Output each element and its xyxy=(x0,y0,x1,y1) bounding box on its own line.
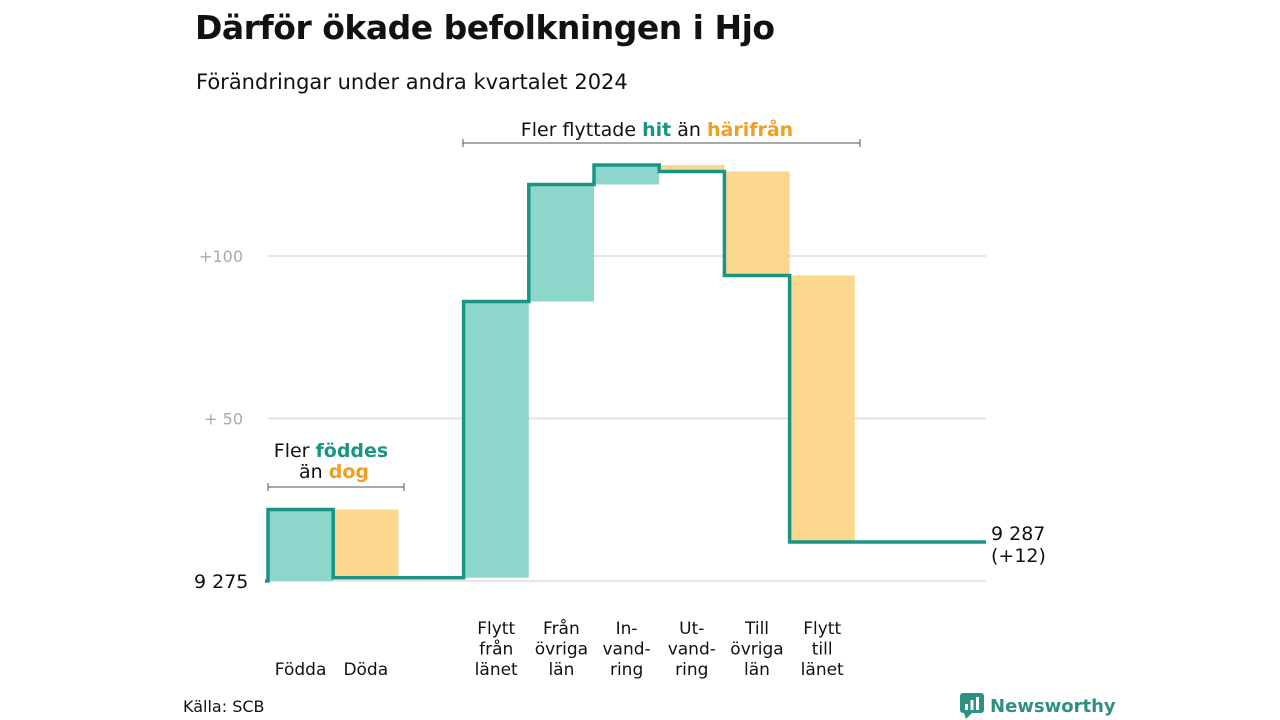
x-category-label: län xyxy=(744,660,770,680)
annotation-highlight-from-here: härifrån xyxy=(707,117,793,141)
x-category-label: Födda xyxy=(275,660,327,680)
y-tick-label: + 50 xyxy=(204,410,243,429)
annotation-highlight-died: dog xyxy=(329,461,369,483)
annotation-text: än xyxy=(671,119,707,141)
waterfall-bar xyxy=(463,301,529,578)
annotation-births-line2: än dog xyxy=(299,461,369,483)
start-value-label: 9 275 xyxy=(194,571,248,593)
source-note: Källa: SCB xyxy=(183,697,265,716)
x-category-label: länet xyxy=(475,660,518,680)
x-category-label: Ut- xyxy=(679,619,704,639)
x-category-label: ring xyxy=(610,660,643,680)
x-category-label: In- xyxy=(616,619,638,639)
x-category-label: vand- xyxy=(668,640,716,660)
waterfall-bar xyxy=(659,165,725,172)
chart-title: Därför ökade befolkningen i Hjo xyxy=(195,8,775,47)
x-category-label: Flytt xyxy=(477,619,515,639)
annotation-births-line1: Fler föddes xyxy=(274,440,388,462)
end-change-label: (+12) xyxy=(991,545,1046,567)
x-category-label: övriga xyxy=(730,640,783,660)
annotation-text: än xyxy=(299,461,329,483)
y-tick-label: +100 xyxy=(199,247,243,266)
x-category-label: från xyxy=(479,639,513,660)
x-category-label: ring xyxy=(675,660,708,680)
brand-name: Newsworthy xyxy=(990,695,1116,717)
x-category-label: vand- xyxy=(603,640,651,660)
x-category-label: till xyxy=(812,640,833,660)
cumulative-step-line xyxy=(265,163,986,583)
chart-subtitle: Förändringar under andra kvartalet 2024 xyxy=(196,70,628,94)
waterfall-bar xyxy=(528,184,594,302)
end-value-label: 9 287 xyxy=(991,523,1045,545)
annotation-text: Fler xyxy=(274,440,316,462)
x-category-label: länet xyxy=(801,660,844,680)
annotation-moves: Fler flyttade hit än härifrån xyxy=(521,117,793,141)
x-category-label: övriga xyxy=(535,640,588,660)
x-category-label: Från xyxy=(543,618,580,639)
annotation-highlight-born: föddes xyxy=(316,440,389,462)
x-category-label: Flytt xyxy=(803,619,841,639)
x-category-label: Döda xyxy=(343,660,388,680)
waterfall-bar xyxy=(724,171,790,276)
waterfall-bar xyxy=(333,509,399,578)
waterfall-bar xyxy=(789,275,855,542)
brand-logo: Newsworthy xyxy=(960,692,1116,720)
annotation-highlight-here: hit xyxy=(642,119,671,141)
waterfall-bar xyxy=(268,509,334,581)
waterfall-bar xyxy=(594,165,660,185)
x-category-label: län xyxy=(548,660,574,680)
x-category-label: Till xyxy=(744,619,769,639)
annotation-text: Fler flyttade xyxy=(521,119,642,141)
chart-bubble-icon xyxy=(960,693,984,719)
